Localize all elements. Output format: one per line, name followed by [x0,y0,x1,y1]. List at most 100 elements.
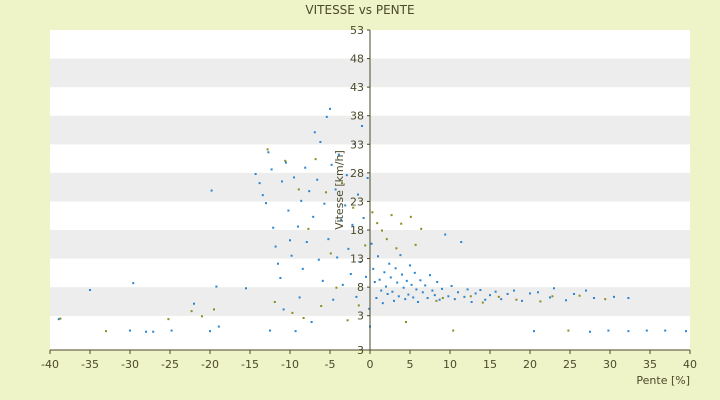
data-point [265,202,267,205]
x-tick-label: -25 [161,358,179,371]
data-point [380,289,383,292]
data-point [314,158,317,161]
data-point [319,141,322,143]
data-point [419,279,422,282]
data-point [390,214,393,217]
data-point [373,281,376,283]
data-point [302,317,305,319]
data-point [370,242,373,245]
x-tick-label: -40 [41,358,59,371]
data-point [469,295,472,298]
data-point [317,258,320,261]
data-point [365,275,367,278]
data-point [410,283,413,286]
data-point [285,161,287,164]
data-point [316,178,319,181]
data-point [321,279,324,282]
data-point [539,300,542,303]
axes [49,29,691,354]
data-point [407,293,410,296]
y-tick-label: 28 [350,167,364,180]
data-point [310,321,313,323]
data-point [57,318,60,321]
data-point [412,296,415,299]
data-point [330,163,333,166]
y-axis-label: Vitesse [km/h] [333,150,346,230]
data-point [421,291,424,294]
data-point [553,287,555,290]
data-point [664,329,667,332]
data-point [537,291,539,294]
data-point [336,256,339,259]
x-tick-label: -35 [81,358,99,371]
data-point [346,319,349,322]
x-tick-label: 40 [683,358,697,371]
data-point [533,330,535,333]
data-point [307,227,310,230]
x-tick-label: 0 [367,358,374,371]
data-point [347,247,350,250]
data-point [329,252,332,255]
data-point [431,289,434,292]
data-point [381,229,383,232]
data-point [282,308,285,311]
data-point [167,318,170,321]
data-point [362,217,365,219]
data-point [284,159,287,162]
data-point [345,174,348,177]
data-point [383,271,386,274]
data-point [335,286,338,289]
data-point [395,247,398,250]
data-point [474,292,477,295]
data-point [297,225,299,228]
data-point [266,148,269,151]
x-axis-label: Pente [%] [636,374,690,387]
data-point [429,274,431,277]
data-point [359,261,362,263]
x-tick-label: 30 [603,358,617,371]
data-point [291,311,294,314]
data-point [607,329,610,332]
data-point [453,298,456,301]
tick-labels: -40 -35 -30 -25 -20 -15 -10 -5 0 5 10 15 20 25 30 35 40 3… [41,24,697,371]
data-point [364,244,367,247]
data-point [327,238,330,241]
data-point [89,289,91,291]
data-point [452,329,455,332]
data-point [290,254,293,257]
data-point [447,295,450,298]
data-point [329,107,331,110]
data-point [351,223,354,226]
x-tick-label: -15 [241,358,259,371]
data-point [521,299,523,302]
data-point [494,290,497,293]
data-point [549,296,551,299]
data-point [413,271,416,274]
data-point [152,330,155,333]
data-point [201,315,203,318]
data-point [341,182,343,185]
data-point [645,329,648,332]
data-point [357,304,360,307]
data-point [573,293,575,295]
data-point [269,329,271,332]
data-point [375,297,378,299]
data-point [394,267,397,270]
y-tick-label: 43 [350,81,364,94]
data-point [344,204,347,207]
x-tick-label: 5 [407,358,414,371]
data-point [381,302,384,305]
data-point [170,329,173,332]
data-point [325,191,327,194]
y-tick-label: 8 [357,281,364,294]
data-point [272,226,275,229]
data-point [685,330,687,333]
data-point [463,295,466,298]
data-point [145,330,147,333]
y-tick-label: 53 [350,24,364,37]
x-tick-label: 25 [563,358,577,371]
x-tick-label: 10 [443,358,457,371]
data-point [289,239,291,242]
data-point [254,173,257,175]
data-point [357,193,359,196]
